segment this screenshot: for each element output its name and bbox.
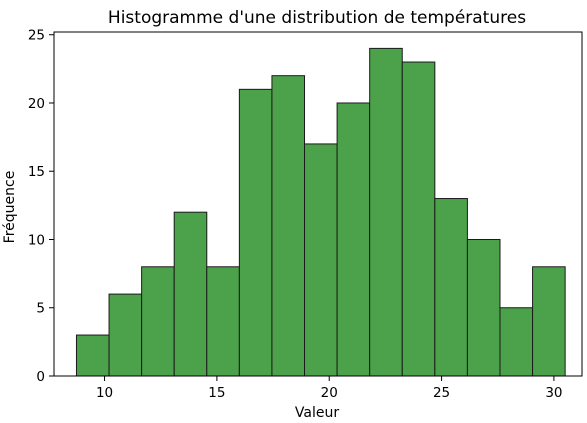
y-tick-label: 25 xyxy=(28,28,45,44)
histogram-bar xyxy=(401,61,436,377)
x-tick-label: 15 xyxy=(208,385,225,401)
x-tick-label: 10 xyxy=(96,385,113,401)
histogram-bar xyxy=(499,307,534,377)
histogram-bar xyxy=(336,102,371,377)
histogram-bar xyxy=(271,75,306,377)
y-tick-label: 20 xyxy=(28,96,45,112)
x-tick-label: 25 xyxy=(433,385,450,401)
x-tick-label: 30 xyxy=(545,385,562,401)
histogram-bar xyxy=(532,266,566,377)
histogram-bar xyxy=(304,143,338,377)
histogram-bar xyxy=(238,88,273,377)
bars-group xyxy=(75,47,566,377)
y-tick-label: 0 xyxy=(36,369,45,385)
histogram-bar xyxy=(141,266,175,377)
y-tick-label: 10 xyxy=(28,232,45,248)
x-axis-label: Valeur xyxy=(295,405,339,421)
histogram-bar xyxy=(369,47,403,377)
y-tick-label: 5 xyxy=(36,301,45,317)
histogram-bar xyxy=(108,293,143,377)
histogram-bar xyxy=(434,198,468,377)
histogram-bar xyxy=(173,211,208,377)
ticks-group: 10 15 20 25 30 0 5 10 15 20 25 xyxy=(28,28,563,401)
histogram-bar xyxy=(206,266,240,377)
x-tick-label: 20 xyxy=(321,385,338,401)
histogram-bar xyxy=(75,334,110,377)
chart-title: Histogramme d'une distribution de tempér… xyxy=(108,8,526,28)
y-axis-label: Fréquence xyxy=(2,171,18,244)
histogram-bar xyxy=(466,238,501,377)
y-tick-label: 15 xyxy=(28,164,45,180)
plot-frame xyxy=(53,31,583,377)
